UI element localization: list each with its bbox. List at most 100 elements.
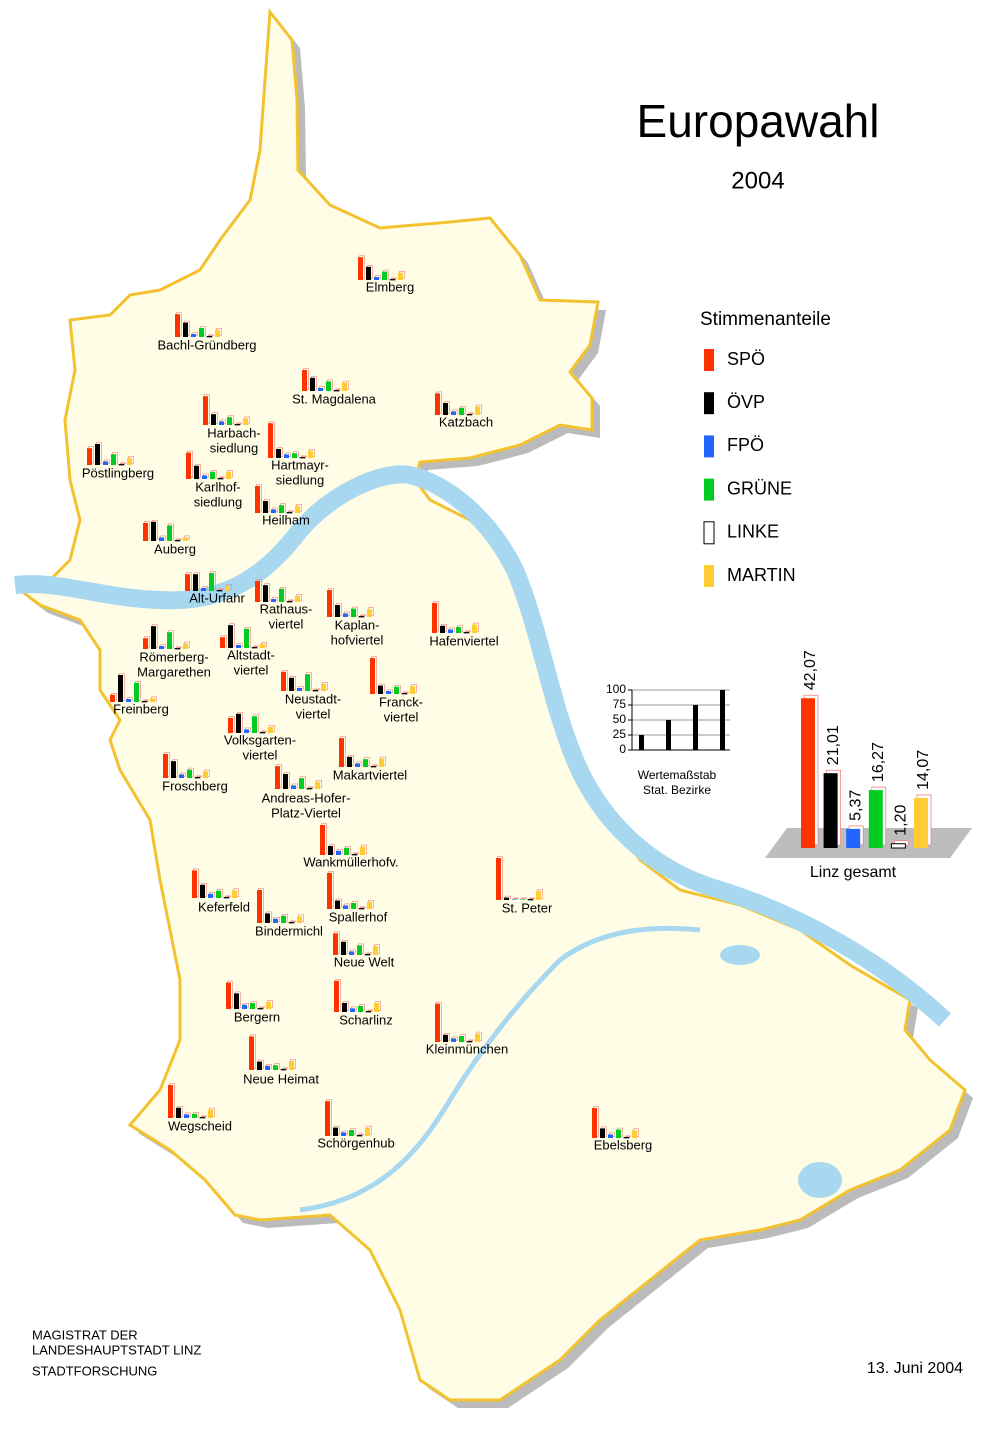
district-label: Heilham <box>262 512 310 527</box>
district-bar <box>203 771 208 778</box>
district-bar <box>318 388 323 391</box>
district-bar <box>297 688 302 691</box>
district-bar <box>191 334 196 337</box>
total-bar <box>868 790 883 848</box>
district-bar <box>370 766 377 768</box>
district-label: Bindermichl <box>255 923 323 938</box>
district-bar <box>623 1137 630 1139</box>
scale-tick-label: 0 <box>619 742 626 756</box>
district-bar <box>451 411 456 415</box>
legend-swatch <box>704 435 714 458</box>
district-bar <box>350 1008 355 1012</box>
district-label: Kleinmünchen <box>426 1041 508 1056</box>
bar-shadow <box>358 1133 364 1135</box>
district-bar <box>209 573 214 591</box>
district-bar <box>250 1003 255 1009</box>
district-bar <box>299 457 306 459</box>
district-bar <box>192 870 197 898</box>
district-bar <box>251 647 258 649</box>
scale-bar <box>720 690 725 750</box>
district-bar <box>236 645 241 648</box>
district-bar <box>286 512 293 514</box>
district-bar <box>297 916 302 923</box>
bar-shadow <box>219 476 225 478</box>
district-label: Franck- <box>379 694 423 709</box>
bar-shadow <box>521 897 527 899</box>
district-label: Schörgenhub <box>317 1135 394 1150</box>
map-title: Europawahl <box>637 95 880 147</box>
district-bar <box>243 418 248 425</box>
district-bar <box>379 758 384 767</box>
district-bar <box>211 414 216 425</box>
district-bar <box>228 625 233 648</box>
district-bar <box>150 698 155 702</box>
legend-title: Stimmenanteile <box>700 309 831 330</box>
district-bar <box>206 336 213 338</box>
bar-shadow <box>290 920 296 922</box>
district-bar <box>167 632 172 649</box>
district-bar <box>299 778 304 789</box>
district-bar <box>373 946 378 955</box>
lake <box>720 945 760 965</box>
district-bar <box>365 1011 372 1013</box>
district-bar <box>363 759 368 767</box>
bar-shadow <box>253 645 259 647</box>
bar-shadow <box>261 730 267 732</box>
district-bar <box>268 423 273 458</box>
district-bar <box>291 785 296 789</box>
district-bar <box>335 605 340 617</box>
district-bar <box>159 537 164 541</box>
scale-tick-label: 50 <box>613 712 627 726</box>
district-bar <box>472 624 477 633</box>
district-bar <box>208 893 213 898</box>
total-bar <box>801 698 815 848</box>
bar-shadow <box>218 588 224 590</box>
district-bar <box>466 1041 473 1043</box>
district-bar <box>219 421 224 425</box>
district-bar <box>475 1033 480 1042</box>
district-bar <box>220 637 225 648</box>
district-label: Karlhof- <box>195 479 241 494</box>
total-bar <box>823 773 838 848</box>
legend-swatch <box>704 392 714 415</box>
district-bar <box>263 585 268 602</box>
district-label: Ebelsberg <box>594 1137 653 1152</box>
scale-tick-label: 100 <box>606 682 626 696</box>
district-label: Neue Welt <box>334 954 395 969</box>
district-bar <box>126 699 131 702</box>
bar-shadow <box>403 691 409 693</box>
district-bar <box>288 922 295 924</box>
total-bar <box>890 843 906 849</box>
district-label: Hafenviertel <box>429 633 498 648</box>
district-label: Pöstlingberg <box>82 465 154 480</box>
district-bar <box>208 1109 213 1118</box>
district-bar <box>187 769 192 778</box>
district-bar <box>334 980 339 1012</box>
bar-shadow <box>225 895 231 897</box>
district-bar <box>143 523 148 541</box>
district-bar <box>343 613 348 617</box>
district-bar <box>448 629 453 633</box>
district-label: Andreas-Hofer- <box>262 790 351 805</box>
district-bar <box>466 414 473 416</box>
total-label: Linz gesamt <box>810 864 897 881</box>
district-bar <box>185 574 190 591</box>
district-bar <box>370 658 375 694</box>
district-bar <box>527 899 534 901</box>
district-bar <box>435 1003 440 1042</box>
district-bar <box>600 1128 605 1138</box>
district-bar <box>333 390 340 392</box>
district-bar <box>398 272 403 280</box>
district-bar <box>435 393 440 415</box>
district-label: Auberg <box>154 541 196 556</box>
district-bar <box>232 890 237 898</box>
footer-line: MAGISTRAT DER <box>32 1327 138 1342</box>
district-label: Platz-Viertel <box>271 805 341 820</box>
district-bar <box>174 648 181 650</box>
bar-shadow <box>391 277 397 279</box>
total-value-label: 42,07 <box>802 650 819 690</box>
district-bar <box>349 951 354 955</box>
bar-shadow <box>120 462 126 464</box>
bar-shadow <box>625 1135 631 1137</box>
